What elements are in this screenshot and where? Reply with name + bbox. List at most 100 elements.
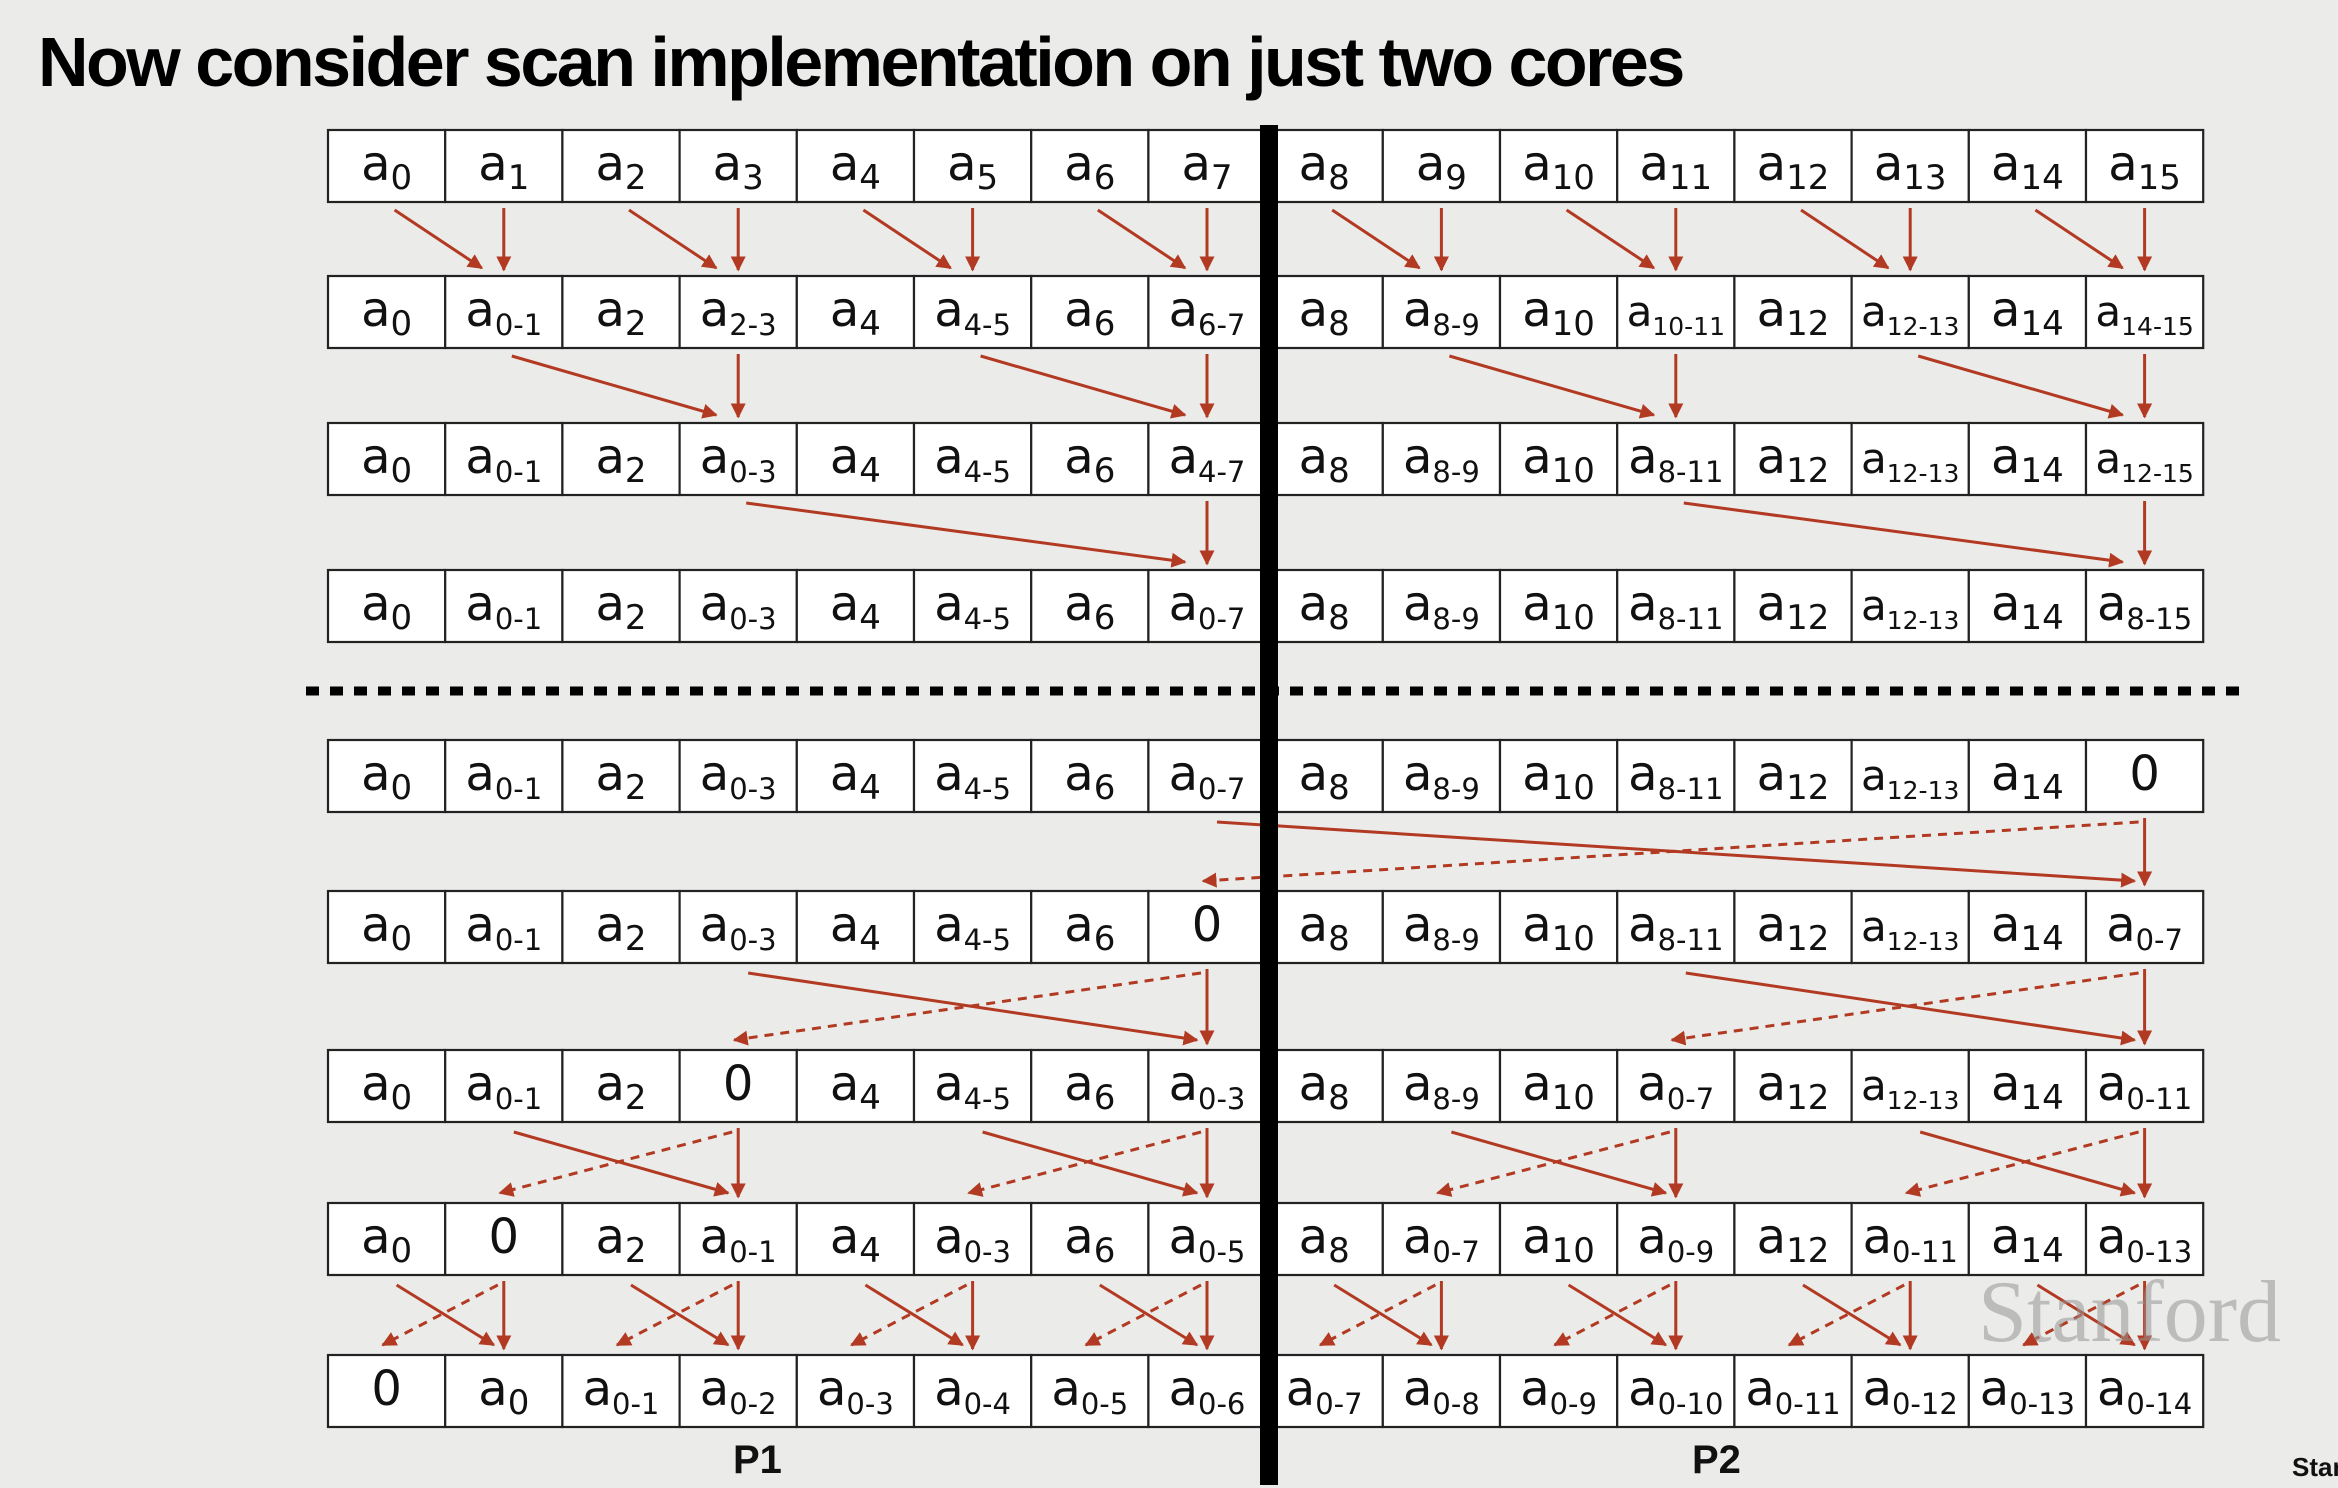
array-cell: a0-5 (1147, 1201, 1267, 1277)
core-label-p2: P2 (1692, 1438, 1741, 1482)
array-cell: a8-11 (1616, 889, 1736, 965)
cell-label: a0-6 (1169, 1361, 1246, 1421)
array-cell: a4-5 (912, 421, 1033, 497)
array-cell: a0-3 (678, 738, 798, 814)
cell-label: a4 (830, 1056, 881, 1118)
array-cell: a0-13 (1967, 1353, 2088, 1429)
cell-label: a8-11 (1628, 429, 1723, 489)
cell-label: a12-13 (1861, 1061, 1959, 1115)
cell-label: a10 (1522, 1056, 1595, 1118)
array-cell: a8-9 (1381, 738, 1502, 814)
array-row: a0 a1 a2 a3 a4 a5 a6 a7 a8 a9 a10 a11 a12 a13 a14 a15 (326, 128, 2205, 204)
cell-label: a0 (478, 1361, 529, 1423)
cell-label: a10 (1522, 1209, 1595, 1271)
array-cell: a8-9 (1381, 568, 1502, 644)
array-row: a0 0 a2 a0-1 a4 a0-3 a6 a0-5 a8 a0-7 a10 a0-9 a12 a0-… (326, 1201, 2205, 1277)
cell-label: a8 (1299, 429, 1350, 491)
cell-label: a0-1 (465, 576, 542, 636)
array-cell: a11 (1616, 128, 1736, 204)
array-cell: a10 (1498, 274, 1619, 350)
array-cell: a12 (1733, 1048, 1853, 1124)
array-cell: a2-3 (678, 274, 798, 350)
cell-label: a0-5 (1051, 1361, 1128, 1421)
array-cell: a0-13 (2084, 1201, 2205, 1277)
cell-label: a8 (1299, 1056, 1350, 1118)
cell-label: a8 (1299, 136, 1350, 198)
dashed-arrow (1435, 1130, 1671, 1197)
dashed-arrow (1787, 1283, 1905, 1347)
array-cell: a6-7 (1147, 274, 1267, 350)
array-cell: a0-7 (1147, 568, 1267, 644)
cell-label: a8 (1299, 576, 1350, 638)
array-cell: a14 (1967, 889, 2088, 965)
cell-label: a0-3 (817, 1361, 894, 1421)
cell-label: a0-1 (465, 897, 542, 957)
cell-label: a14 (1991, 897, 2064, 959)
cell-label: a0 (361, 429, 412, 491)
cell-label: a4 (830, 576, 881, 638)
cell-label: a0-3 (700, 576, 777, 636)
slide-title: Now consider scan implementation on just… (38, 23, 1685, 101)
array-cell: a8 (1264, 738, 1384, 814)
array-cell: a0-3 (678, 889, 798, 965)
array-cell: a8-9 (1381, 889, 1502, 965)
array-cell: a2 (561, 1201, 681, 1277)
dashed-arrow (967, 1130, 1202, 1197)
array-cell: a4-5 (912, 568, 1033, 644)
cell-label: a0-13 (2097, 1209, 2192, 1269)
array-cell: a0-9 (1616, 1201, 1736, 1277)
cell-label: a0-11 (1863, 1209, 1958, 1269)
solid-arrow (980, 354, 1187, 419)
array-cell: a6 (1030, 568, 1150, 644)
solid-arrow (1800, 208, 1890, 270)
cell-label: a8 (1299, 282, 1350, 344)
array-cell: a8 (1264, 889, 1384, 965)
solid-arrow (864, 1283, 964, 1347)
array-cell: a10 (1498, 421, 1619, 497)
array-cell: a10 (1498, 1048, 1619, 1124)
cell-label: a10 (1522, 282, 1595, 344)
dashed-arrow (1904, 1130, 2139, 1197)
array-cell: a12 (1733, 889, 1853, 965)
array-cell: a0 (326, 889, 447, 965)
cell-label: a4-5 (934, 1056, 1011, 1116)
array-cell: a0-1 (444, 421, 564, 497)
solid-arrow (511, 354, 718, 419)
array-cell: a12-13 (1850, 274, 1970, 350)
cell-label: a0-8 (1403, 1361, 1480, 1421)
array-cell: a0-14 (2084, 1353, 2205, 1429)
cell-label: a10 (1522, 746, 1595, 808)
array-cell: a8-9 (1381, 1048, 1502, 1124)
array-cell: a0 (326, 1048, 447, 1124)
array-cell: a4-5 (912, 1048, 1033, 1124)
cell-label: a4-5 (934, 429, 1011, 489)
array-cell: a4-5 (912, 274, 1033, 350)
cell-label: a6 (1064, 136, 1115, 198)
dashed-arrow (498, 1130, 733, 1197)
array-cell: a4 (795, 1048, 916, 1124)
array-cell: a0 (326, 1201, 447, 1277)
cell-label: a0-7 (1403, 1209, 1480, 1269)
array-cell: a8 (1264, 421, 1384, 497)
array-cell: a6 (1030, 1201, 1150, 1277)
cell-label: a0-1 (465, 746, 542, 806)
cell-label: a0-1 (465, 429, 542, 489)
array-cell: a4-7 (1147, 421, 1267, 497)
cell-label: a8 (1299, 746, 1350, 808)
cell-label: a2 (595, 136, 646, 198)
array-cell: a8-11 (1616, 421, 1736, 497)
array-cell: a0-7 (1264, 1353, 1384, 1429)
cell-label: a10-11 (1627, 287, 1725, 341)
cell-label: a2 (595, 1056, 646, 1118)
cell-label: a7 (1181, 136, 1232, 198)
dashed-arrow (615, 1283, 733, 1347)
stanford-watermark: Stanford (1978, 1264, 2282, 1361)
cell-label: a8-11 (1628, 576, 1723, 636)
dashed-arrow (381, 1283, 499, 1347)
cell-label: a12-13 (1861, 751, 1959, 805)
solid-arrow (1333, 1283, 1433, 1347)
array-cell: a0-7 (2084, 889, 2205, 965)
array-cell: a0-1 (678, 1201, 798, 1277)
cell-label: a0-7 (1637, 1056, 1714, 1116)
solid-arrow (628, 208, 718, 270)
